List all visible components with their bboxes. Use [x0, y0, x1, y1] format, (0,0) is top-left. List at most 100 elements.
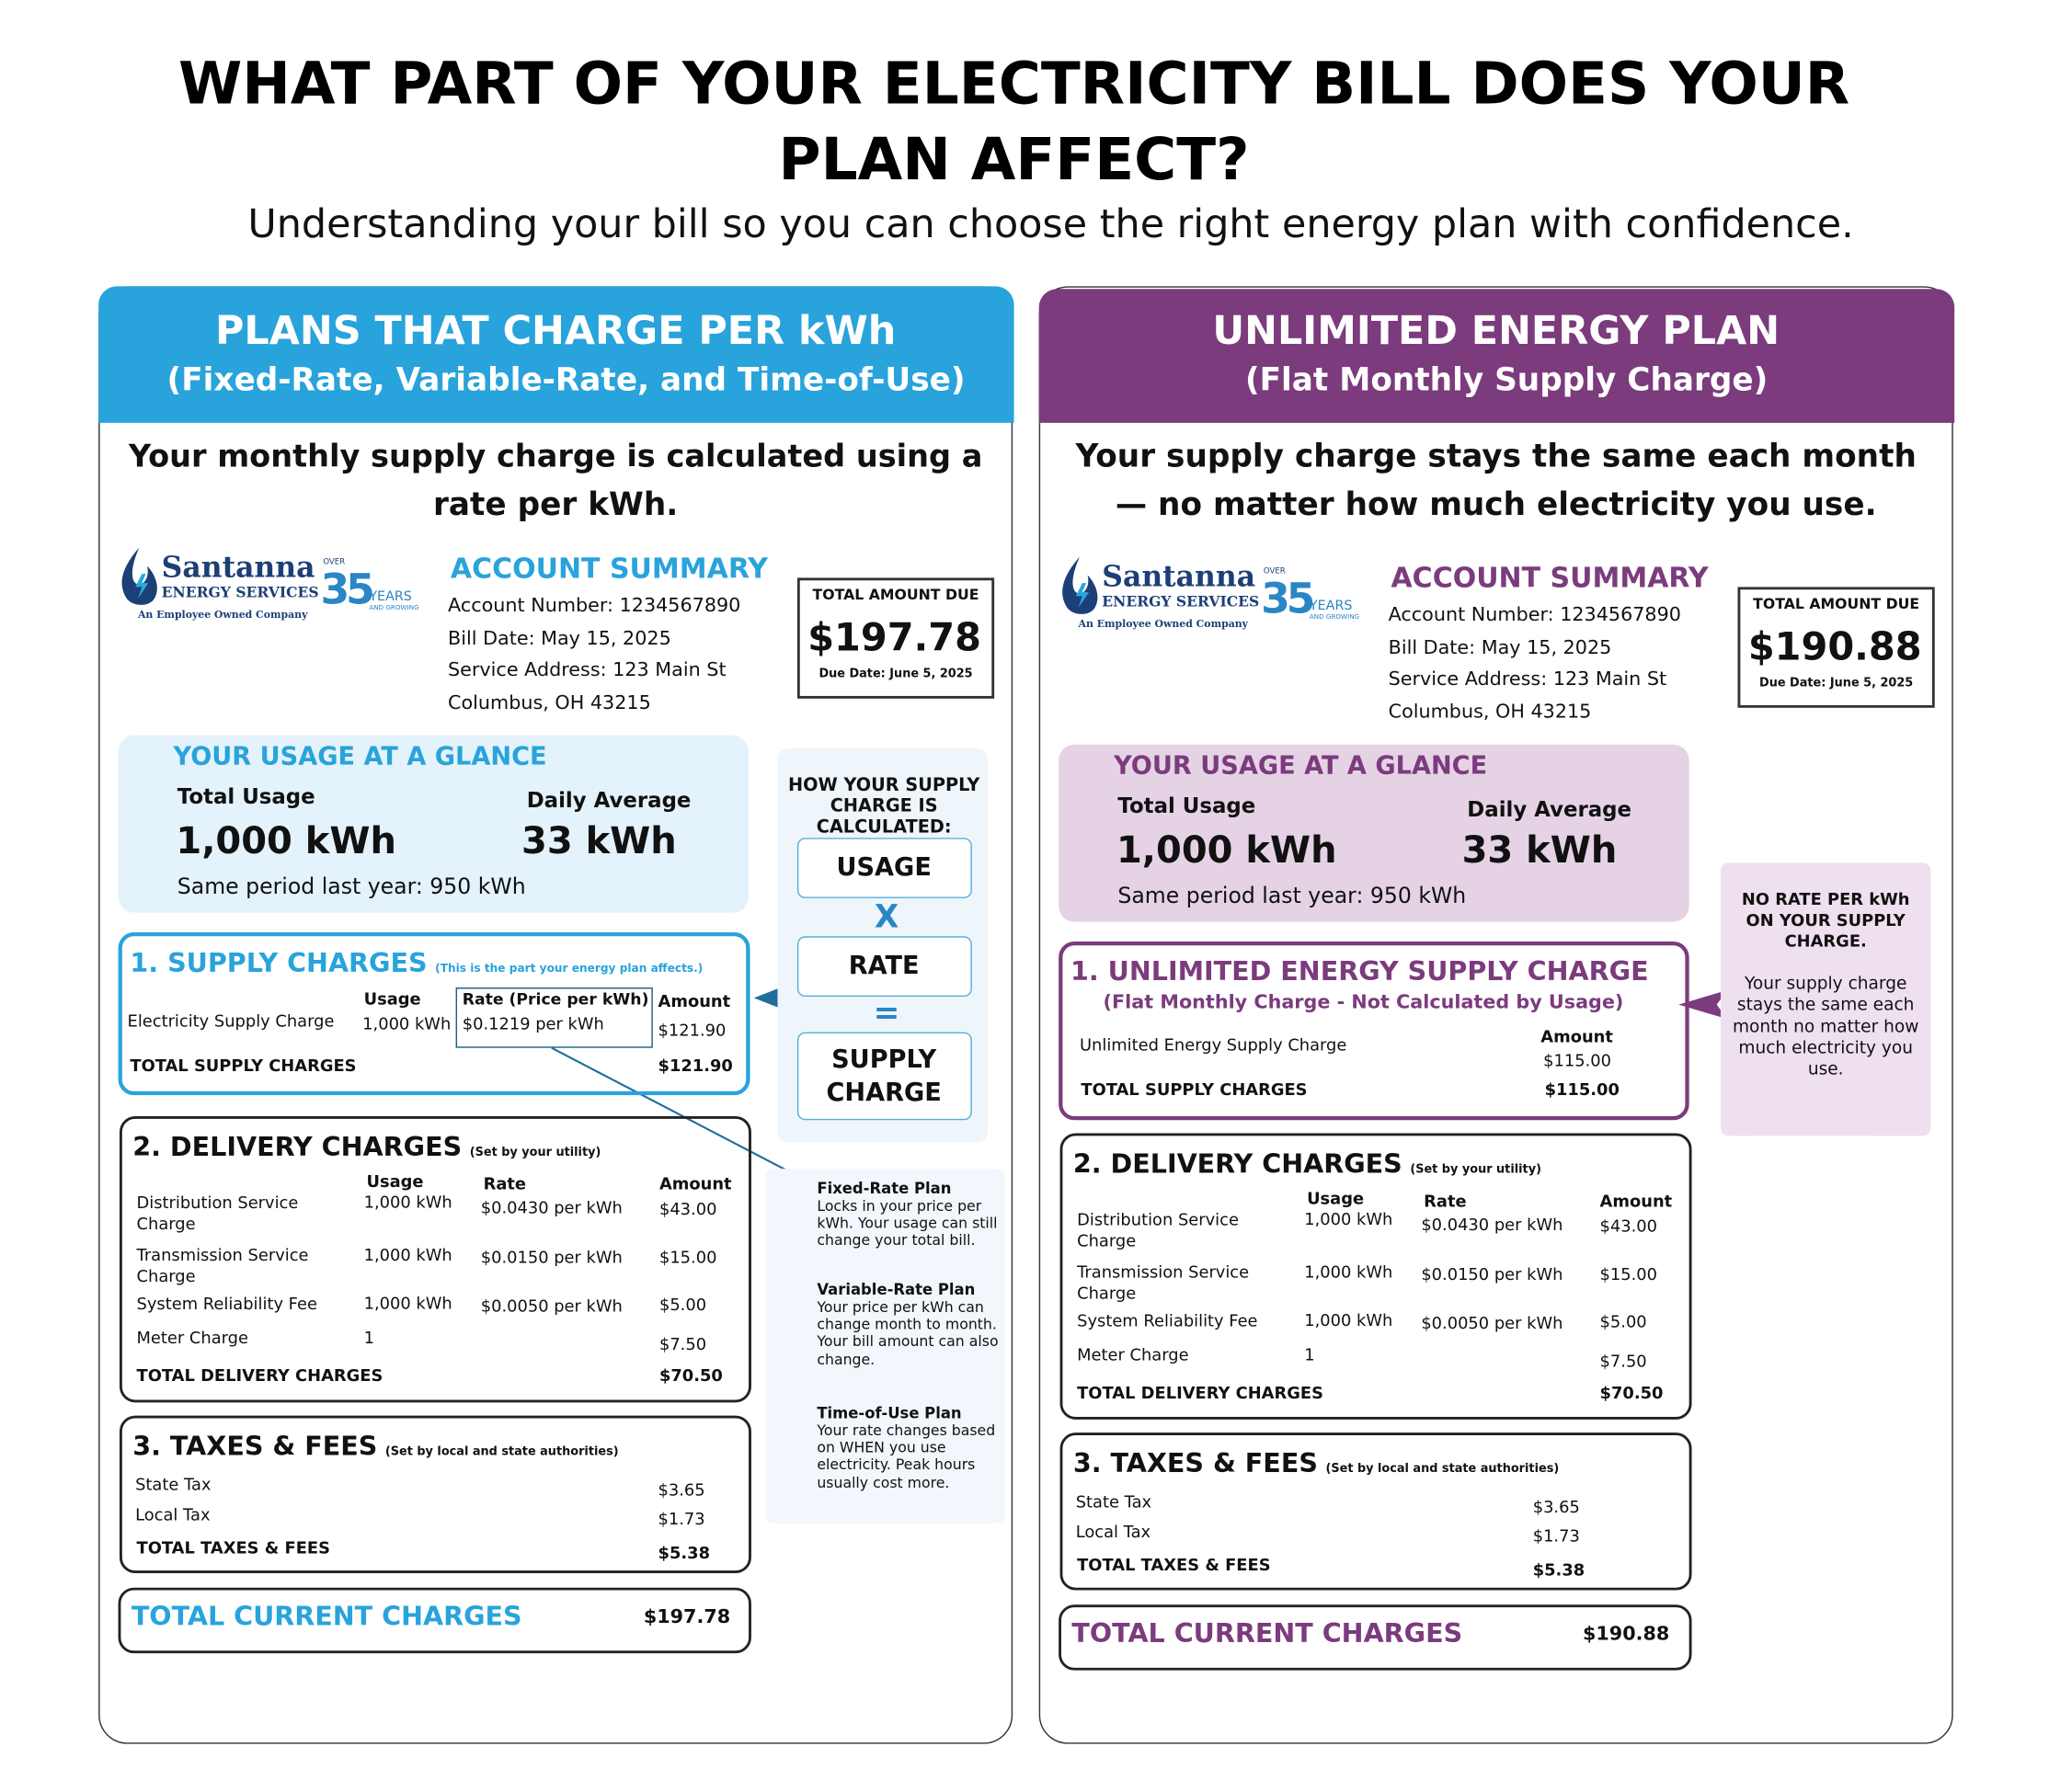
usage-title: YOUR USAGE AT A GLANCE — [1114, 751, 1488, 781]
subtitle: Understanding your bill so you can choos… — [247, 201, 1854, 248]
row-amount: $15.00 — [658, 1247, 717, 1267]
calc-step — [796, 936, 972, 998]
current-amount: $190.88 — [1582, 1624, 1670, 1646]
logo-number: 35 — [1261, 573, 1315, 623]
logo-tagline: An Employee Owned Company — [1078, 618, 1249, 630]
total-label: TOTAL SUPPLY CHARGES — [1081, 1079, 1308, 1100]
total-due-box — [796, 577, 995, 699]
usage-value: 33 kWh — [1461, 828, 1618, 873]
usage-label: Daily Average — [1467, 796, 1632, 822]
total-due-amount: $197.78 — [807, 614, 981, 660]
account-line: Service Address: 123 Main St — [448, 659, 727, 681]
section-title: 3. TAXES & FEES — [132, 1430, 378, 1462]
section-note: (Set by local and state authorities) — [1325, 1463, 1560, 1477]
title: PLAN AFFECT? — [778, 127, 1250, 194]
row-usage: 1,000 kWh — [1304, 1261, 1393, 1282]
account-title: ACCOUNT SUMMARY — [450, 553, 769, 585]
title-row: 3. TAXES & FEES (Set by local and state a… — [1073, 1447, 1559, 1478]
total-due-box — [1737, 587, 1935, 708]
row-amount: $43.00 — [658, 1198, 717, 1219]
row-label: Local Tax — [1075, 1522, 1151, 1542]
row-usage: 1,000 kWh — [363, 1192, 452, 1212]
plan-text: Locks in your price per kWh. Your usage … — [817, 1197, 998, 1250]
row-label: Transmission Service Charge — [136, 1244, 309, 1286]
calc-title: HOW YOUR SUPPLY CHARGE IS CALCULATED: — [787, 774, 980, 839]
column-header: Amount — [658, 1173, 732, 1193]
delivery-box — [119, 1115, 751, 1403]
row-amount: $3.65 — [1532, 1496, 1580, 1517]
row-amount: $1.73 — [1532, 1525, 1580, 1546]
supply-box — [118, 932, 750, 1096]
row-amount: $115.00 — [1543, 1050, 1611, 1070]
column-header: Usage — [1307, 1188, 1365, 1208]
usage-box — [118, 735, 750, 913]
title-row: 2. DELIVERY CHARGES (Set by your utility) — [132, 1131, 601, 1162]
column-header: Amount — [1540, 1026, 1613, 1047]
usage-value: 1,000 kWh — [1116, 828, 1337, 873]
account-line: Columbus, OH 43215 — [1388, 701, 1592, 723]
row-usage: 1,000 kWh — [1304, 1209, 1393, 1229]
total-label: TOTAL DELIVERY CHARGES — [136, 1365, 383, 1386]
panel-header-subtitle: (Flat Monthly Supply Charge) — [1244, 361, 1769, 399]
logo-over: OVER — [323, 557, 346, 567]
panel-header — [1038, 289, 1955, 423]
plan-name: Time-of-Use Plan — [817, 1403, 962, 1422]
total-amount: $70.50 — [1599, 1382, 1664, 1403]
row-usage: 1,000 kWh — [1304, 1310, 1393, 1330]
row-usage: 1,000 kWh — [363, 1244, 452, 1265]
section-title: 1. SUPPLY CHARGES — [130, 946, 428, 979]
panel-header-title: UNLIMITED ENERGY PLAN — [1212, 308, 1780, 355]
logo-name: Santanna — [1102, 559, 1256, 595]
logo-number: 35 — [320, 564, 374, 614]
calc-operator: = — [873, 994, 900, 1032]
row-amount: $1.73 — [658, 1508, 705, 1529]
row-label: State Tax — [135, 1474, 212, 1495]
column-header: Rate — [483, 1173, 527, 1193]
delivery-box — [1059, 1133, 1692, 1420]
row-usage: 1 — [363, 1327, 374, 1348]
usage-last-year: Same period last year: 950 kWh — [1117, 883, 1467, 908]
logo — [1056, 554, 1279, 640]
usage-label: Daily Average — [526, 787, 692, 813]
row-label: Unlimited Energy Supply Charge — [1079, 1034, 1347, 1055]
usage-value: 1,000 kWh — [176, 819, 396, 863]
logo-name: Santanna — [161, 550, 315, 586]
panel-header-title: PLANS THAT CHARGE PER kWh — [215, 308, 897, 355]
row-label: System Reliability Fee — [136, 1293, 317, 1314]
total-amount: $5.38 — [658, 1542, 711, 1563]
calc-step — [796, 838, 972, 898]
row-amount: $3.65 — [658, 1479, 705, 1500]
total-label: TOTAL DELIVERY CHARGES — [1077, 1382, 1323, 1403]
account-line: Bill Date: May 15, 2025 — [1388, 636, 1612, 658]
row-label: Meter Charge — [1077, 1344, 1189, 1364]
account-title: ACCOUNT SUMMARY — [1391, 562, 1709, 594]
total-label: TOTAL SUPPLY CHARGES — [130, 1056, 357, 1076]
row-amount: $121.90 — [658, 1020, 727, 1040]
intro: — no matter how much electricity you use… — [1115, 485, 1877, 523]
row-rate: $0.0050 per kWh — [1421, 1312, 1563, 1333]
section-title: 2. DELIVERY CHARGES — [132, 1130, 463, 1162]
current-box — [118, 1587, 751, 1654]
row-rate: $0.0150 per kWh — [480, 1247, 623, 1267]
plan-text: Your price per kWh can change month to m… — [817, 1298, 999, 1368]
section-title: 1. UNLIMITED ENERGY SUPPLY CHARGE — [1070, 955, 1649, 987]
total-amount: $5.38 — [1532, 1559, 1585, 1580]
row-rate: $0.0430 per kWh — [480, 1197, 623, 1217]
section-title: 2. DELIVERY CHARGES — [1072, 1147, 1402, 1180]
total-label: TOTAL TAXES & FEES — [136, 1537, 330, 1558]
column-header: Amount — [658, 991, 731, 1011]
due-date: Due Date: June 5, 2025 — [818, 668, 973, 681]
logo-growing: AND GROWING — [369, 604, 419, 612]
taxes-box — [1059, 1432, 1692, 1591]
row-amount: $5.00 — [1599, 1311, 1647, 1331]
column-header: Usage — [366, 1170, 424, 1192]
row-rate: $0.0050 per kWh — [480, 1295, 623, 1316]
due-date: Due Date: June 5, 2025 — [1759, 677, 1914, 691]
note-title: NO RATE PER kWh ON YOUR SUPPLY CHARGE. — [1741, 888, 1910, 952]
account-line: Service Address: 123 Main St — [1388, 668, 1667, 691]
row-usage: 1,000 kWh — [362, 1013, 452, 1033]
plans-box — [765, 1169, 1005, 1524]
column-header: Amount — [1599, 1191, 1673, 1211]
row-label: Transmission Service Charge — [1077, 1261, 1250, 1303]
